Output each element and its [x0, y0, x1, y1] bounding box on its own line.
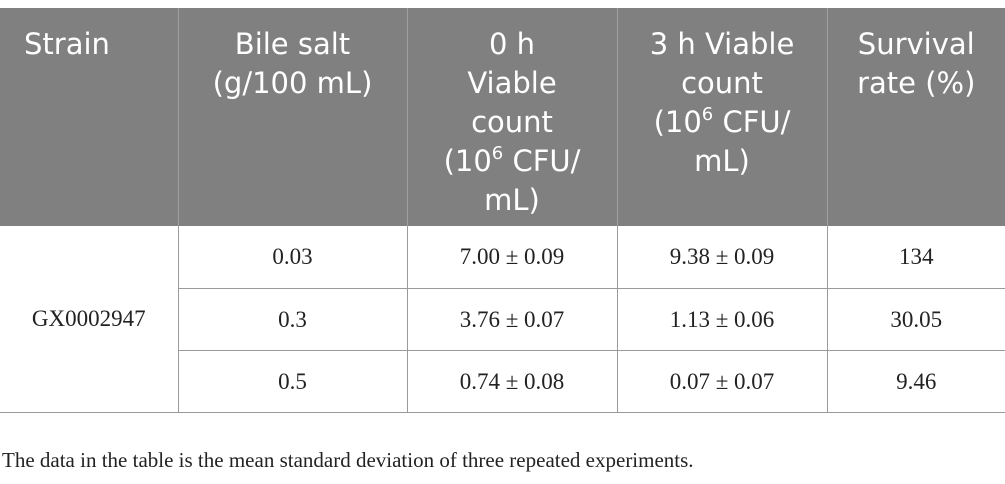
table-row: 0.3 3.76 ± 0.07 1.13 ± 0.06 30.05 — [0, 288, 1005, 351]
table-body: GX0002947 0.03 7.00 ± 0.09 9.38 ± 0.09 1… — [0, 226, 1005, 413]
bile-salt-cell: 0.03 — [177, 226, 407, 289]
bile-salt-tolerance-table: Strain Bile salt (g/100 mL) 0 h Viable c… — [0, 8, 1005, 413]
viable-0h-cell: 3.76 ± 0.07 — [406, 288, 617, 351]
table-row: 0.5 0.74 ± 0.08 0.07 ± 0.07 9.46 — [0, 350, 1005, 413]
viable-0h-cell: 7.00 ± 0.09 — [406, 226, 617, 289]
table-row: GX0002947 0.03 7.00 ± 0.09 9.38 ± 0.09 1… — [0, 226, 1005, 413]
survival-cell: 134 — [826, 226, 1005, 289]
header-bile-salt: Bile salt (g/100 mL) — [177, 8, 407, 226]
header-viable-count-0h: 0 h Viable count (106 CFU/ mL) — [406, 8, 617, 226]
header-viable-count-3h: 3 h Viable count (106 CFU/ mL) — [616, 8, 827, 226]
bile-salt-cell: 0.5 — [177, 350, 407, 413]
viable-3h-cell: 0.07 ± 0.07 — [616, 350, 827, 413]
viable-0h-cell: 0.74 ± 0.08 — [406, 350, 617, 413]
header-survival-rate: Survival rate (%) — [826, 8, 1005, 226]
survival-cell: 30.05 — [826, 288, 1005, 351]
bile-salt-cell: 0.3 — [177, 288, 407, 351]
strain-cell: GX0002947 — [0, 226, 178, 413]
table-header: Strain Bile salt (g/100 mL) 0 h Viable c… — [0, 8, 1005, 226]
table-footnote: The data in the table is the mean standa… — [2, 448, 694, 472]
header-strain: Strain — [0, 8, 178, 226]
survival-cell: 9.46 — [826, 350, 1005, 413]
viable-3h-cell: 1.13 ± 0.06 — [616, 288, 827, 351]
viable-3h-cell: 9.38 ± 0.09 — [616, 226, 827, 289]
